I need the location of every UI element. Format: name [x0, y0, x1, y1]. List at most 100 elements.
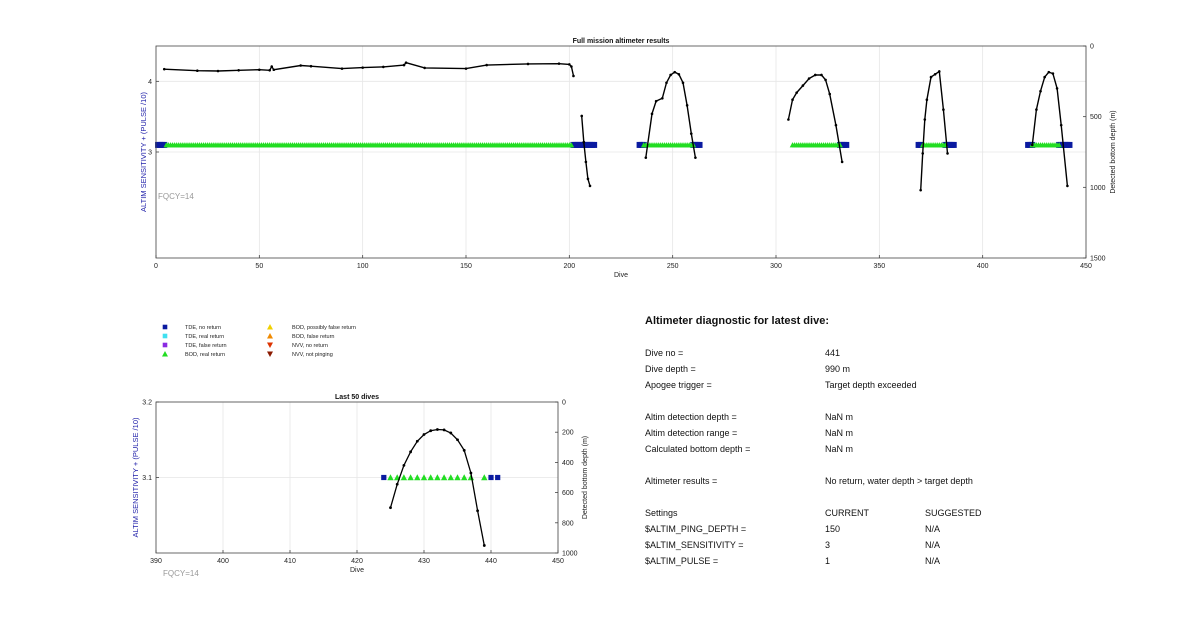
- detection-range-label: Altim detection range =: [645, 428, 738, 438]
- bottom-depth-point: [436, 428, 439, 431]
- bod-real-return-marker: [387, 474, 394, 481]
- bod-real-return-marker: [837, 142, 843, 148]
- full-mission-chart: 0 50 100 150 200 250 300 350 400 450 3 4 0 500 1000 150…: [139, 38, 1117, 279]
- x-tick-label: 100: [357, 263, 369, 270]
- pulse-suggested: N/A: [925, 556, 941, 566]
- y-tick-label: 4: [148, 79, 152, 86]
- bottom-depth-point: [442, 428, 446, 432]
- bottom-depth-point: [526, 62, 530, 66]
- x-tick-label: 0: [154, 263, 158, 270]
- bod-real-return-marker: [420, 474, 428, 481]
- tde-no-return-marker: [488, 474, 494, 481]
- bottom-depth-point: [923, 118, 927, 121]
- bottom-depth-point: [237, 69, 240, 72]
- bod-real-return-marker: [440, 474, 448, 481]
- bottom-depth-point: [801, 84, 805, 87]
- dive-no-value: 441: [825, 348, 841, 358]
- y2-tick-label: 800: [562, 520, 574, 527]
- bottom-depth-point: [807, 77, 811, 80]
- fqcy-annotation: FQCY=14: [163, 569, 199, 578]
- x-tick-label: 450: [552, 558, 564, 565]
- bottom-depth-point: [1055, 87, 1059, 90]
- bod-real-return-marker: [454, 474, 461, 481]
- bottom-depth-point: [1035, 108, 1038, 111]
- bottom-depth-point: [933, 72, 937, 76]
- bottom-depth-point: [272, 68, 276, 72]
- tde-no-return-marker: [381, 474, 387, 481]
- bod-real-return-marker: [568, 142, 575, 148]
- bottom-depth-point: [404, 61, 408, 64]
- bottom-depth-point: [270, 65, 274, 68]
- x-axis-label: Dive: [350, 567, 364, 574]
- x-tick-label: 390: [150, 558, 162, 565]
- bottom-depth-point: [568, 63, 571, 66]
- legend-square-marker: [162, 333, 168, 339]
- bod-real-return-marker: [1056, 142, 1062, 148]
- bottom-depth-point: [834, 123, 838, 127]
- legend-triangle-up-marker: [267, 333, 273, 339]
- bottom-depth-point: [582, 140, 586, 144]
- legend-label: BOD, possibly false return: [292, 325, 356, 331]
- bottom-depth-point: [464, 67, 468, 70]
- x-tick-label: 410: [284, 558, 296, 565]
- x-tick-label: 300: [770, 263, 782, 270]
- y2-axis-label: Detected bottom depth (m): [582, 436, 589, 519]
- pulse-current: 1: [825, 556, 831, 566]
- bottom-depth-point: [382, 65, 385, 69]
- bottom-depth-point: [476, 509, 479, 513]
- pulse-label: $ALTIM_PULSE =: [645, 556, 719, 566]
- y-tick-label: 3.2: [142, 400, 152, 407]
- x-tick-label: 450: [1080, 263, 1092, 270]
- x-tick-label: 200: [563, 263, 575, 270]
- y2-tick-label: 200: [562, 430, 574, 437]
- tde-no-return-marker: [917, 141, 924, 148]
- legend-triangle-down-marker: [267, 351, 273, 357]
- ping-depth-suggested: N/A: [925, 524, 941, 534]
- calculated-bottom-label: Calculated bottom depth =: [645, 444, 751, 454]
- bottom-depth-point: [689, 132, 693, 135]
- bottom-depth-point: [389, 506, 392, 510]
- y-tick-label: 3.1: [142, 475, 152, 482]
- bottom-depth-point: [469, 471, 473, 475]
- bottom-depth-point: [402, 464, 406, 467]
- altimeter-results-label: Altimeter results =: [645, 476, 718, 486]
- apogee-trigger-value: Target depth exceeded: [825, 380, 917, 390]
- tde-no-return-marker: [950, 141, 957, 148]
- bottom-depth-line: [164, 61, 575, 77]
- bottom-depth-point: [919, 188, 922, 192]
- bottom-depth-line: [581, 115, 591, 187]
- bottom-depth-point: [942, 108, 945, 111]
- bottom-depth-point: [422, 433, 426, 436]
- bod-real-return-marker: [447, 474, 454, 481]
- legend-label: NVV, no return: [292, 343, 328, 349]
- legend-square-marker: [162, 324, 168, 330]
- bottom-depth-point: [929, 75, 933, 79]
- bod-real-return-marker: [407, 474, 414, 481]
- settings-current-header: CURRENT: [825, 508, 869, 518]
- bottom-depth-point: [402, 63, 406, 67]
- y2-tick-label: 0: [1090, 44, 1094, 51]
- bottom-depth-point: [462, 448, 466, 452]
- sensitivity-label: $ALTIM_SENSITIVITY =: [645, 540, 744, 550]
- bottom-depth-point: [791, 98, 794, 102]
- tde-no-return-marker: [161, 141, 168, 148]
- bottom-depth-point: [299, 64, 302, 67]
- detection-depth-value: NaN m: [825, 412, 854, 422]
- y2-tick-label: 500: [1090, 114, 1102, 121]
- bod-real-return-marker: [434, 474, 441, 481]
- bottom-depth-point: [584, 160, 588, 164]
- bottom-depth-point: [946, 152, 949, 155]
- chart-title: Full mission altimeter results: [573, 38, 670, 45]
- tde-no-return-marker: [591, 141, 598, 148]
- tde-no-return-marker: [495, 474, 501, 481]
- bottom-depth-point: [795, 91, 798, 94]
- marker-legend: TDE, no return TDE, real return TDE, false…: [162, 324, 356, 358]
- bottom-depth-point: [309, 64, 313, 68]
- bottom-depth-point: [409, 450, 412, 454]
- bottom-depth-point: [1039, 89, 1042, 93]
- bottom-depth-point: [586, 177, 590, 181]
- x-tick-label: 400: [977, 263, 989, 270]
- sensitivity-current: 3: [825, 540, 831, 550]
- bottom-depth-point: [677, 72, 681, 76]
